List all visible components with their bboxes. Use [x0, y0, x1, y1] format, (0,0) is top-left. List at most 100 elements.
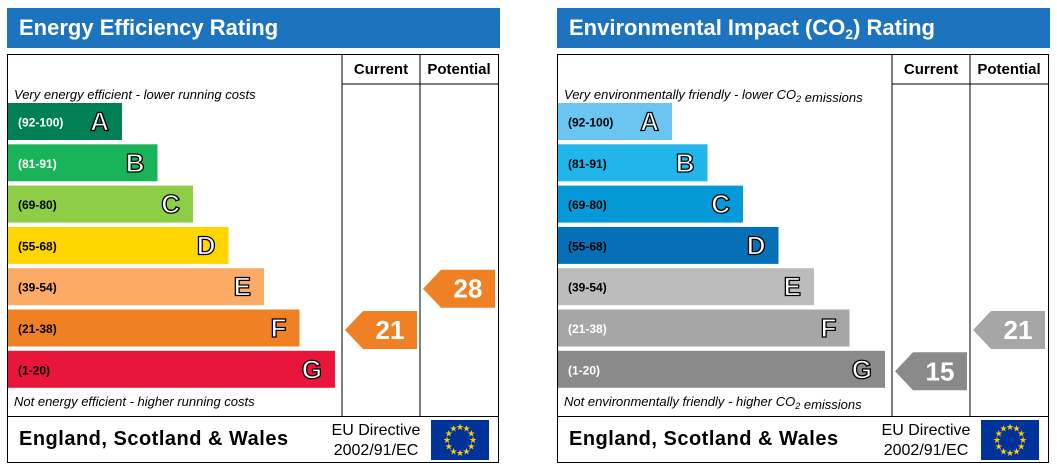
rating-band-c — [8, 185, 193, 223]
eu-star-icon: ★ — [449, 424, 457, 434]
eu-star-icon: ★ — [469, 435, 477, 445]
band-letter: G — [852, 354, 872, 384]
environmental-impact-panel: Environmental Impact (CO2) Rating Curren… — [557, 8, 1050, 463]
eu-star-icon: ★ — [443, 435, 451, 445]
band-letter: B — [126, 148, 145, 178]
band-range-label: (55-68) — [568, 239, 607, 253]
band-letter: B — [676, 148, 695, 178]
top-note: Very energy efficient - lower running co… — [14, 87, 256, 102]
potential-rating-arrow — [973, 311, 1045, 349]
band-letter: F — [271, 313, 287, 343]
footer-region: England, Scotland & Wales — [569, 428, 839, 450]
band-range-label: (69-80) — [568, 198, 607, 212]
rating-band-f — [8, 309, 300, 347]
eu-star-icon: ★ — [445, 429, 453, 439]
band-range-label: (21-38) — [18, 322, 57, 336]
rating-band-a — [8, 103, 122, 140]
eu-star-icon: ★ — [1006, 422, 1014, 432]
eu-star-icon: ★ — [445, 442, 453, 452]
current-rating-arrow — [345, 311, 417, 349]
top-note: Very environmentally friendly - lower CO… — [564, 87, 863, 105]
band-letter: F — [821, 313, 837, 343]
band-range-label: (21-38) — [568, 322, 607, 336]
band-range-label: (69-80) — [18, 198, 57, 212]
band-letter: D — [197, 230, 216, 260]
band-range-label: (92-100) — [568, 116, 613, 130]
bottom-note: Not energy efficient - higher running co… — [14, 394, 255, 409]
footer-directive-line1: EU Directive — [882, 422, 971, 439]
band-letter: C — [711, 189, 730, 219]
eu-flag-background — [981, 420, 1039, 460]
current-rating-arrow — [895, 352, 967, 391]
footer-directive-line2: 2002/91/EC — [884, 442, 969, 459]
potential-rating-arrow — [423, 269, 495, 308]
rating-band-c — [558, 185, 743, 223]
potential-rating-value: 28 — [454, 274, 483, 304]
eu-star-icon: ★ — [467, 429, 475, 439]
environmental-impact-chart: Current Potential Very environmentally fri… — [557, 54, 1049, 463]
eu-flag-background — [431, 420, 489, 460]
bottom-note: Not environmentally friendly - higher CO… — [564, 394, 862, 412]
band-letter: E — [784, 272, 801, 302]
eu-star-icon: ★ — [1012, 446, 1020, 456]
eu-star-icon: ★ — [1017, 429, 1025, 439]
rating-band-d — [558, 226, 779, 264]
band-range-label: (39-54) — [568, 281, 607, 295]
current-header: Current — [354, 61, 408, 78]
current-rating-value: 15 — [926, 356, 955, 386]
band-range-label: (81-91) — [568, 157, 607, 171]
band-letter: E — [234, 272, 251, 302]
band-letter: G — [302, 354, 322, 384]
eu-star-icon: ★ — [993, 435, 1001, 445]
rating-band-b — [8, 144, 158, 182]
eu-star-icon: ★ — [462, 446, 470, 456]
energy-efficiency-panel: Energy Efficiency Rating Current Potentia… — [7, 8, 500, 463]
eu-star-icon: ★ — [467, 442, 475, 452]
eu-star-icon: ★ — [999, 424, 1007, 434]
footer-directive-line2: 2002/91/EC — [334, 442, 419, 459]
band-range-label: (55-68) — [18, 239, 57, 253]
eu-flag-icon: ★★★★★★★★★★★★ — [431, 420, 489, 460]
eu-star-icon: ★ — [456, 448, 464, 458]
potential-header: Potential — [977, 61, 1040, 78]
current-header: Current — [904, 61, 958, 78]
band-letter: A — [640, 107, 659, 137]
potential-header: Potential — [427, 61, 490, 78]
band-range-label: (1-20) — [18, 363, 50, 377]
panel-title: Environmental Impact (CO2) Rating — [557, 8, 1050, 48]
eu-star-icon: ★ — [995, 442, 1003, 452]
eu-star-icon: ★ — [456, 422, 464, 432]
eu-star-icon: ★ — [1019, 435, 1027, 445]
eu-star-icon: ★ — [462, 424, 470, 434]
rating-band-f — [558, 309, 850, 347]
rating-band-e — [558, 268, 814, 306]
potential-rating-value: 21 — [1004, 315, 1033, 345]
rating-band-g — [558, 350, 885, 388]
band-letter: D — [747, 230, 766, 260]
band-range-label: (92-100) — [18, 116, 63, 130]
eu-star-icon: ★ — [449, 446, 457, 456]
rating-band-a — [558, 103, 672, 140]
current-rating-value: 21 — [376, 315, 405, 345]
energy-efficiency-chart: Current Potential Very energy efficient - … — [7, 54, 499, 463]
rating-band-d — [8, 226, 229, 264]
band-range-label: (81-91) — [18, 157, 57, 171]
footer-region: England, Scotland & Wales — [19, 428, 289, 450]
eu-star-icon: ★ — [1017, 442, 1025, 452]
eu-star-icon: ★ — [1006, 448, 1014, 458]
band-range-label: (39-54) — [18, 281, 57, 295]
rating-band-b — [558, 144, 708, 182]
band-letter: A — [90, 107, 109, 137]
footer-border — [7, 416, 499, 463]
eu-flag-icon: ★★★★★★★★★★★★ — [981, 420, 1039, 460]
rating-band-e — [8, 268, 264, 306]
band-letter: C — [161, 189, 180, 219]
panel-title: Energy Efficiency Rating — [7, 8, 500, 48]
footer-directive-line1: EU Directive — [332, 422, 421, 439]
eu-star-icon: ★ — [995, 429, 1003, 439]
eu-star-icon: ★ — [1012, 424, 1020, 434]
rating-band-g — [8, 350, 335, 388]
footer-border — [557, 416, 1049, 463]
band-range-label: (1-20) — [568, 363, 600, 377]
eu-star-icon: ★ — [999, 446, 1007, 456]
